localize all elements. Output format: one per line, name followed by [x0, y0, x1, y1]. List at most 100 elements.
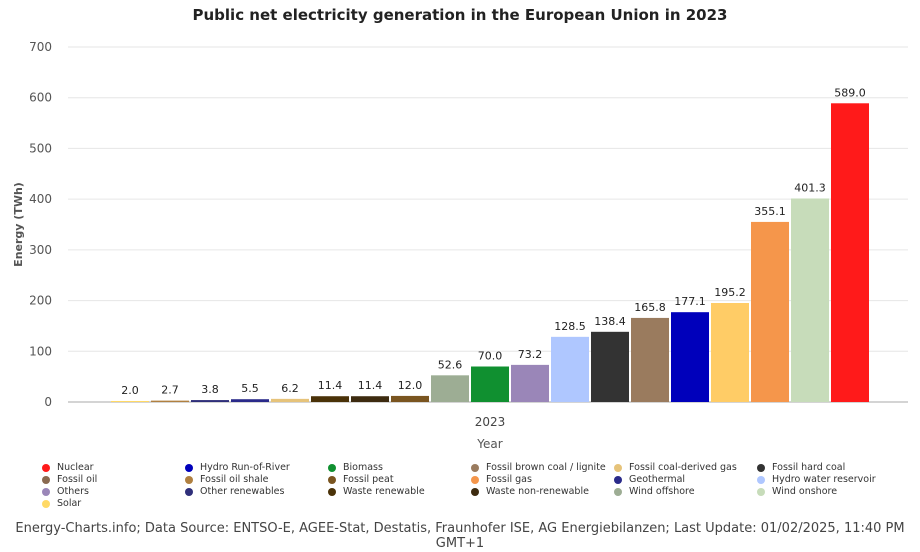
legend-dot-icon — [328, 463, 336, 472]
bar-value-label: 73.2 — [518, 348, 543, 361]
legend-item[interactable]: Fossil peat — [328, 474, 394, 485]
y-tick-label: 200 — [29, 294, 52, 308]
bar-value-label: 589.0 — [834, 86, 866, 99]
legend-dot-icon — [185, 463, 193, 472]
legend-dot-icon — [42, 475, 50, 484]
legend-item[interactable]: Fossil brown coal / lignite — [471, 462, 606, 473]
legend-item[interactable]: Fossil gas — [471, 474, 532, 485]
bar-hydro-water-reservoir — [551, 336, 589, 402]
legend-dot-icon — [614, 487, 622, 496]
legend-item[interactable]: Fossil hard coal — [757, 462, 845, 473]
legend-item[interactable]: Hydro Run-of-River — [185, 462, 290, 473]
legend-label: Fossil brown coal / lignite — [486, 462, 606, 473]
bar-fossil-oil-shale — [151, 400, 189, 402]
bar-value-label: 2.0 — [121, 384, 139, 397]
bar-value-label: 5.5 — [241, 382, 259, 395]
bar-value-label: 3.8 — [201, 383, 219, 396]
legend-item[interactable]: Biomass — [328, 462, 383, 473]
bar-nuclear — [831, 103, 869, 403]
legend-dot-icon — [42, 487, 50, 496]
legend-item[interactable]: Fossil oil shale — [185, 474, 269, 485]
bar-waste-non-renewable — [351, 396, 389, 402]
y-tick-label: 300 — [29, 243, 52, 257]
bar-fossil-peat — [391, 395, 429, 402]
bar-biomass — [471, 366, 509, 402]
legend-dot-icon — [328, 487, 336, 496]
bar-fossil-brown-coal-lignite — [631, 317, 669, 402]
legend-dot-icon — [757, 463, 765, 472]
legend-label: Fossil gas — [486, 474, 532, 485]
bar-waste-renewable — [311, 396, 349, 402]
legend-dot-icon — [185, 475, 193, 484]
legend-label: Waste renewable — [343, 486, 425, 497]
legend-item[interactable]: Fossil coal-derived gas — [614, 462, 737, 473]
y-axis-label: Energy (TWh) — [12, 182, 25, 267]
legend-label: Waste non-renewable — [486, 486, 589, 497]
bar-value-label: 11.4 — [318, 379, 343, 392]
bar-value-label: 195.2 — [714, 286, 746, 299]
bar-solar — [111, 400, 149, 402]
legend-item[interactable]: Hydro water reservoir — [757, 474, 876, 485]
y-tick-label: 700 — [29, 40, 52, 54]
bar-fossil-hard-coal — [591, 331, 629, 402]
bar-fossil-coal-derived-gas — [271, 398, 309, 402]
y-tick-label: 100 — [29, 344, 52, 358]
legend-dot-icon — [471, 475, 479, 484]
legend-label: Fossil coal-derived gas — [629, 462, 737, 473]
legend-label: Fossil peat — [343, 474, 394, 485]
bar-value-label: 138.4 — [594, 315, 626, 328]
bar-chart: 0 100 200 300 400 500 600 700 Energy (TWh) 2.0 2.7… — [12, 40, 908, 451]
y-tick-label: 600 — [29, 91, 52, 105]
legend-item[interactable]: Others — [42, 486, 89, 497]
legend-label: Hydro water reservoir — [772, 474, 876, 485]
legend-item[interactable]: Other renewables — [185, 486, 284, 497]
bar-value-label: 128.5 — [554, 320, 586, 333]
bar-fossil-oil — [711, 303, 749, 402]
legend-dot-icon — [42, 499, 50, 508]
legend-label: Wind onshore — [772, 486, 838, 497]
x-axis-label: Year — [476, 437, 502, 451]
bar-value-label: 12.0 — [398, 379, 423, 392]
legend-item[interactable]: Geothermal — [614, 474, 685, 485]
legend-label: Geothermal — [629, 474, 686, 485]
legend-label: Fossil oil shale — [200, 474, 269, 485]
bar-fossil-gas — [751, 221, 789, 402]
legend-dot-icon — [757, 475, 765, 484]
y-tick-label: 400 — [29, 192, 52, 206]
bar-wind-offshore — [431, 375, 469, 402]
legend-item[interactable]: Wind offshore — [614, 486, 695, 497]
legend-item[interactable]: Nuclear — [42, 462, 94, 473]
bar-hydro-run-of-river — [671, 312, 709, 402]
legend-label: Other renewables — [200, 486, 285, 497]
legend-item[interactable]: Wind onshore — [757, 486, 837, 497]
y-tick-label: 500 — [29, 141, 52, 155]
bar-value-label: 165.8 — [634, 301, 666, 314]
bar-value-label: 177.1 — [674, 295, 706, 308]
legend-item[interactable]: Waste renewable — [328, 486, 425, 497]
bar-value-label: 70.0 — [478, 350, 503, 363]
legend-label: Solar — [57, 498, 82, 509]
chart-title: Public net electricity generation in the… — [192, 6, 728, 24]
bar-value-label: 11.4 — [358, 379, 383, 392]
bar-value-label: 6.2 — [281, 382, 299, 395]
x-tick-label: 2023 — [475, 415, 506, 429]
bar-wind-onshore — [791, 198, 829, 402]
legend-label: Others — [57, 486, 89, 497]
legend-dot-icon — [328, 475, 336, 484]
legend-item[interactable]: Fossil oil — [42, 474, 97, 485]
legend-dot-icon — [185, 487, 193, 496]
legend-label: Biomass — [343, 462, 383, 473]
legend-dot-icon — [42, 463, 50, 472]
data-source-note: Energy-Charts.info; Data Source: ENTSO-E… — [15, 521, 905, 551]
bar-other-renewables — [191, 400, 229, 402]
legend-dot-icon — [614, 463, 622, 472]
legend-label: Wind offshore — [629, 486, 695, 497]
bar-others — [511, 364, 549, 402]
legend-label: Fossil oil — [57, 474, 98, 485]
bar-value-label: 355.1 — [754, 205, 786, 218]
legend-dot-icon — [614, 475, 622, 484]
legend-item[interactable]: Waste non-renewable — [471, 486, 589, 497]
legend-label: Fossil hard coal — [772, 462, 846, 473]
legend-item[interactable]: Solar — [42, 498, 81, 509]
legend-label: Nuclear — [57, 462, 94, 473]
